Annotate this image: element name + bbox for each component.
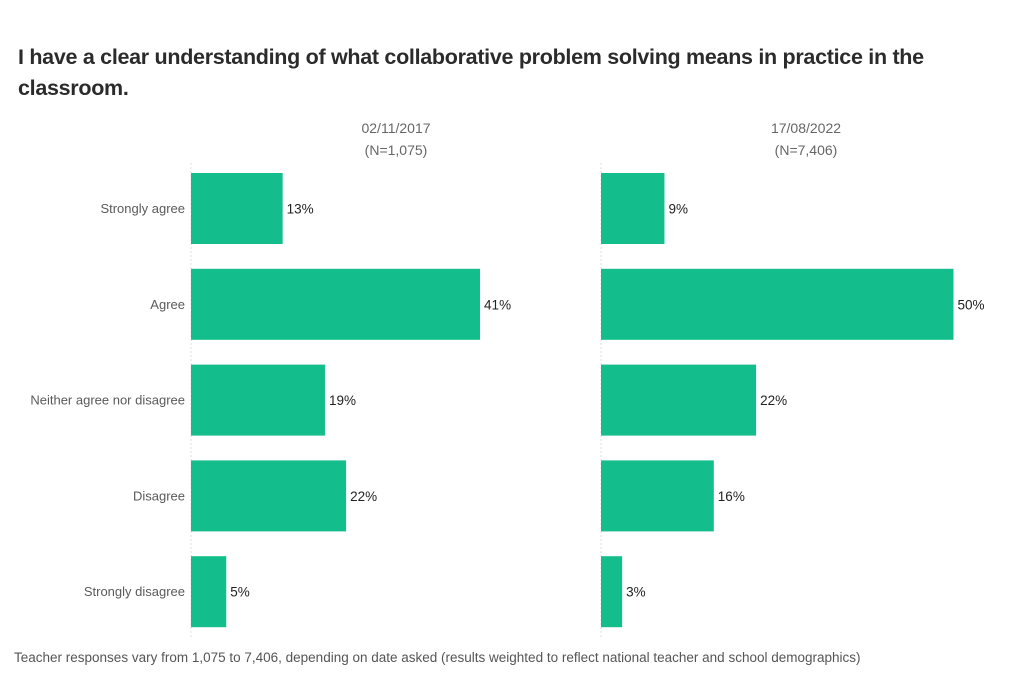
category-label: Neither agree nor disagree xyxy=(30,393,185,408)
bar-panel-1 xyxy=(191,460,347,532)
panel-2-n: (N=7,406) xyxy=(775,142,838,158)
data-label: 16% xyxy=(718,489,745,504)
bar-panel-1 xyxy=(191,364,325,436)
data-label: 50% xyxy=(958,297,985,312)
panel-1-date: 02/11/2017 xyxy=(361,120,430,136)
panel-1-n: (N=1,075) xyxy=(365,142,428,158)
bar-panel-2 xyxy=(601,268,954,340)
bar-panel-2 xyxy=(601,173,665,244)
chart-title: I have a clear understanding of what col… xyxy=(18,45,924,100)
data-label: 9% xyxy=(668,202,688,217)
category-label: Strongly agree xyxy=(100,201,185,216)
data-label: 3% xyxy=(626,585,646,600)
bar-panel-1 xyxy=(191,173,283,244)
footnote: Teacher responses vary from 1,075 to 7,4… xyxy=(14,650,861,665)
data-label: 13% xyxy=(287,202,314,217)
data-label: 19% xyxy=(329,393,356,408)
data-label: 5% xyxy=(230,585,250,600)
bar-panel-1 xyxy=(191,268,481,340)
category-label: Disagree xyxy=(133,488,185,503)
panel-2-date: 17/08/2022 xyxy=(771,120,841,136)
data-label: 41% xyxy=(484,297,511,312)
data-label: 22% xyxy=(760,393,787,408)
bar-panel-2 xyxy=(601,364,757,436)
bar-panel-1 xyxy=(191,556,227,628)
bar-panel-2 xyxy=(601,460,714,532)
category-label: Agree xyxy=(150,297,185,312)
data-label: 22% xyxy=(350,489,377,504)
category-label: Strongly disagree xyxy=(84,584,185,599)
bar-panel-2 xyxy=(601,556,623,628)
